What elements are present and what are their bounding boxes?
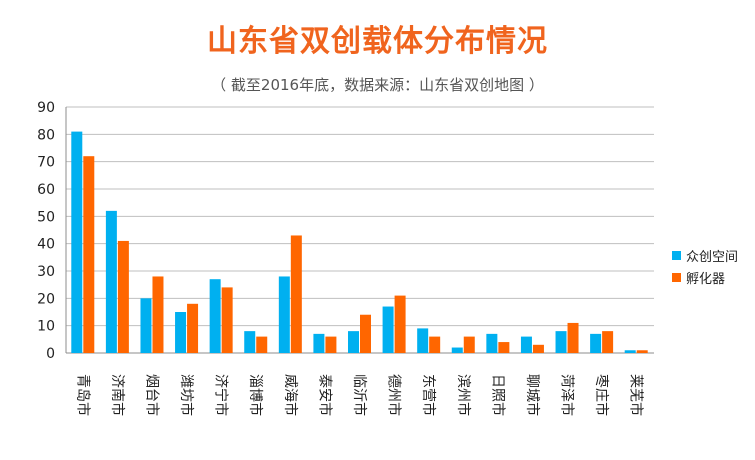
bar-series-1 [532, 344, 544, 353]
bar-series-1 [567, 322, 579, 353]
x-tick-label: 枣庄市 [593, 374, 610, 416]
chart-title: 山东省双创载体分布情况 [207, 24, 548, 59]
x-tick-label: 济南市 [109, 374, 126, 416]
bar-series-0 [175, 312, 187, 353]
legend-swatch [672, 250, 681, 260]
chart-subtitle: （ 截至2016年底，数据来源：山东省双创地图 ） [211, 76, 544, 94]
x-tick-label: 菏泽市 [559, 374, 576, 416]
bar-series-0 [624, 350, 636, 353]
y-tick-label: 50 [37, 209, 55, 225]
bar-series-0 [555, 331, 567, 353]
bar-series-0 [590, 333, 602, 353]
legend-item-series-1: 孵化器 [672, 266, 738, 288]
bar-series-0 [520, 336, 532, 353]
x-tick-label: 聊城市 [524, 374, 541, 416]
bar-series-0 [313, 333, 325, 353]
x-tick-label: 德州市 [386, 374, 403, 416]
y-tick-label: 10 [37, 319, 55, 335]
y-tick-label: 40 [37, 237, 55, 253]
legend-label: 孵化器 [686, 271, 726, 287]
x-tick-label: 日照市 [489, 374, 506, 416]
legend-swatch [672, 272, 681, 282]
x-tick-label: 淄博市 [247, 374, 264, 416]
bar-series-1 [463, 336, 475, 353]
bar-series-1 [256, 336, 268, 353]
bar-series-1 [360, 314, 371, 353]
bar-series-0 [209, 279, 221, 353]
bar-series-1 [602, 331, 614, 353]
bar-series-0 [451, 347, 463, 353]
x-tick-label: 济宁市 [213, 374, 230, 416]
legend-label: 众创空间 [686, 249, 739, 265]
y-tick-label: 0 [46, 346, 55, 362]
bar-series-0 [417, 328, 429, 353]
x-tick-label: 莱芜市 [628, 374, 645, 416]
bar-series-0 [105, 210, 117, 353]
bar-series-1 [221, 287, 233, 353]
y-tick-label: 70 [37, 155, 55, 171]
bar-series-1 [429, 336, 441, 353]
bar-series-0 [486, 333, 498, 353]
y-tick-label: 90 [37, 100, 55, 116]
y-tick-label: 60 [37, 182, 55, 198]
x-tick-label: 泰安市 [316, 374, 333, 416]
bar-series-0 [244, 331, 256, 353]
x-tick-label: 滨州市 [455, 374, 472, 416]
legend-item-series-0: 众创空间 [672, 244, 738, 266]
x-tick-label: 青岛市 [74, 374, 91, 416]
x-tick-label: 东营市 [420, 374, 437, 416]
bar-series-0 [348, 331, 359, 353]
bar-series-0 [278, 276, 290, 353]
bar-series-0 [71, 131, 83, 353]
y-tick-label: 20 [37, 291, 55, 307]
bar-series-1 [187, 303, 199, 353]
x-tick-label: 威海市 [282, 374, 299, 416]
bar-series-1 [117, 240, 129, 353]
bar-series-0 [382, 306, 394, 353]
bar-series-1 [152, 276, 164, 353]
x-tick-label: 临沂市 [351, 374, 368, 416]
y-tick-label: 80 [37, 127, 55, 143]
legend: 众创空间 孵化器 [672, 244, 738, 288]
x-tick-label: 烟台市 [143, 374, 160, 416]
bar-series-0 [140, 298, 152, 353]
bar-series-1 [290, 235, 302, 353]
y-tick-label: 30 [37, 264, 55, 280]
x-tick-label: 潍坊市 [178, 374, 195, 416]
bar-series-1 [394, 295, 406, 353]
bar-series-1 [83, 156, 95, 353]
bar-series-1 [325, 336, 337, 353]
bar-series-1 [498, 342, 510, 353]
bar-series-1 [636, 350, 648, 353]
